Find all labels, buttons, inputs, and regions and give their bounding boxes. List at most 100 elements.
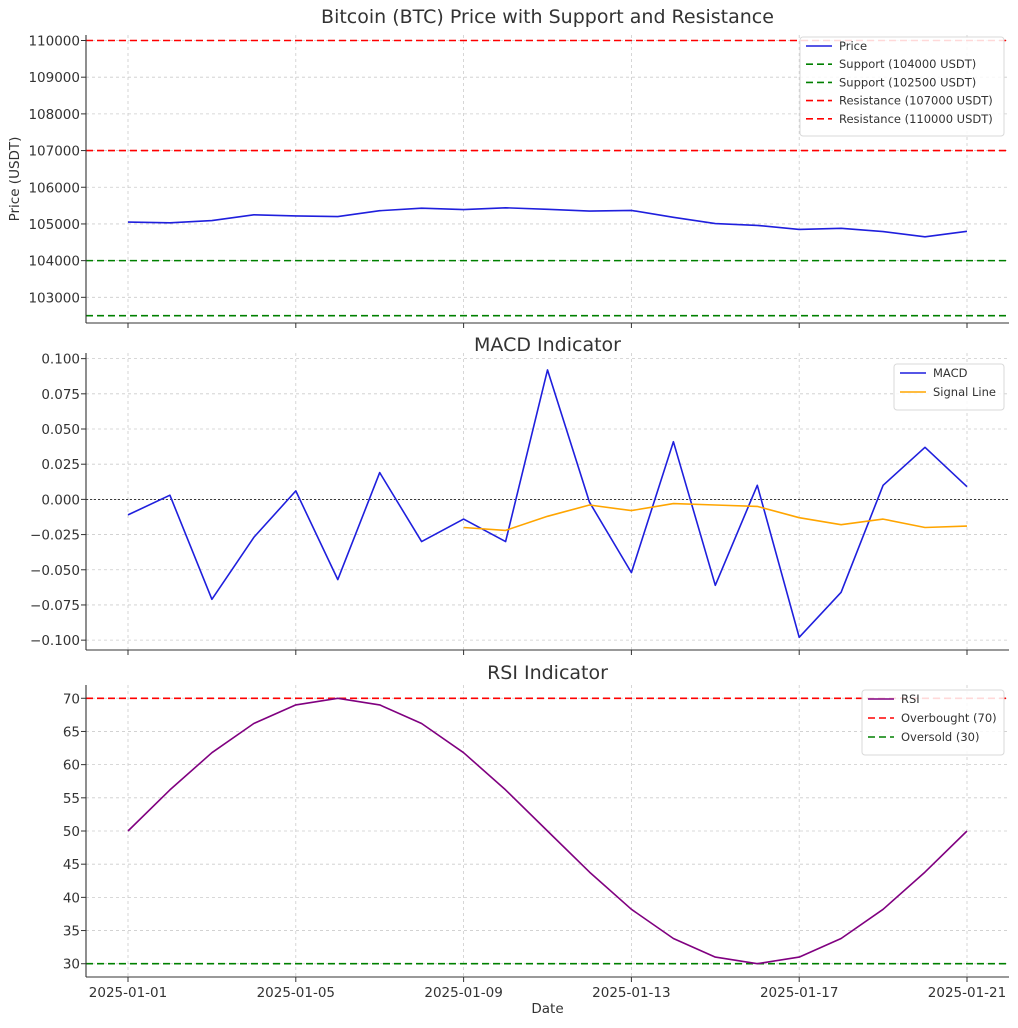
data-point [169,222,171,224]
legend-label: Signal Line [933,385,996,399]
data-point [211,219,213,221]
data-point [672,502,674,504]
y-tick-label: 30 [63,957,80,973]
data-point [462,208,464,210]
y-tick-label: 70 [63,691,80,707]
data-point [630,509,632,511]
data-point [504,789,506,791]
series-line-rsi [127,697,968,965]
legend-box [861,689,1005,756]
y-tick-label: 110000 [28,34,80,50]
y-tick-label: 0.000 [41,492,80,508]
y-tick-label: −0.075 [30,598,80,614]
data-point [295,215,297,217]
data-point [546,369,548,371]
y-tick-label: 55 [63,791,80,807]
data-point [546,515,548,517]
y-tick-label: 104000 [28,254,80,270]
series-line-signal-line [463,502,968,532]
x-tick-label: 2025-01-21 [928,985,1006,1001]
legend-label: Oversold (30) [901,730,979,744]
data-point [840,227,842,229]
data-point [966,830,968,832]
y-tick-label: 103000 [28,290,80,306]
x-tick-label: 2025-01-05 [257,985,335,1001]
x-tick-label: 2025-01-13 [592,985,670,1001]
y-tick-label: 60 [63,758,80,774]
legend-label: MACD [933,366,968,380]
data-point [672,440,674,442]
data-point [924,871,926,873]
y-tick-label: 0.050 [41,422,80,438]
data-point [337,578,339,580]
data-point [379,704,381,706]
data-point [672,937,674,939]
data-point [756,505,758,507]
data-point [672,216,674,218]
data-point [882,518,884,520]
data-point [798,636,800,638]
data-point [798,228,800,230]
legend-label: Support (102500 USDT) [839,75,976,89]
legend-label: Support (104000 USDT) [839,57,976,71]
y-tick-label: 45 [63,857,80,873]
data-point [420,540,422,542]
data-point [504,207,506,209]
y-tick-label: −0.050 [30,563,80,579]
data-point [337,215,339,217]
data-point [798,516,800,518]
data-point [924,526,926,528]
data-point [966,486,968,488]
y-tick-label: 50 [63,824,80,840]
data-point [714,584,716,586]
data-point [462,518,464,520]
data-point [295,490,297,492]
legend-box [893,363,1005,411]
y-tick-label: 109000 [28,70,80,86]
legend-label: Resistance (107000 USDT) [839,94,993,108]
data-point [840,524,842,526]
data-point [211,598,213,600]
data-point [966,230,968,232]
data-point [630,571,632,573]
y-tick-label: 35 [63,924,80,940]
data-point [630,908,632,910]
series-line-macd [127,369,968,639]
data-point [756,224,758,226]
data-point [295,704,297,706]
data-point [588,504,590,506]
data-point [840,591,842,593]
data-point [882,908,884,910]
data-point [253,214,255,216]
data-point [882,230,884,232]
data-point [253,722,255,724]
data-point [546,208,548,210]
legend-label: RSI [901,692,920,706]
chart-title: RSI Indicator [487,662,608,684]
y-tick-label: 0.075 [41,387,80,403]
data-point [798,956,800,958]
data-point [714,222,716,224]
data-point [714,956,716,958]
data-point [253,536,255,538]
chart-title: Bitcoin (BTC) Price with Support and Res… [321,6,774,28]
data-point [462,751,464,753]
data-point [588,210,590,212]
data-point [588,501,590,503]
data-point [714,504,716,506]
data-point [127,830,129,832]
data-point [630,209,632,211]
data-point [169,494,171,496]
data-point [462,526,464,528]
data-point [504,529,506,531]
y-tick-label: 40 [63,890,80,906]
data-point [924,446,926,448]
legend-label: Price [839,39,867,53]
x-axis-label: Date [531,1001,563,1017]
x-tick-label: 2025-01-01 [89,985,167,1001]
data-point [966,525,968,527]
y-tick-label: 107000 [28,144,80,160]
data-point [924,236,926,238]
